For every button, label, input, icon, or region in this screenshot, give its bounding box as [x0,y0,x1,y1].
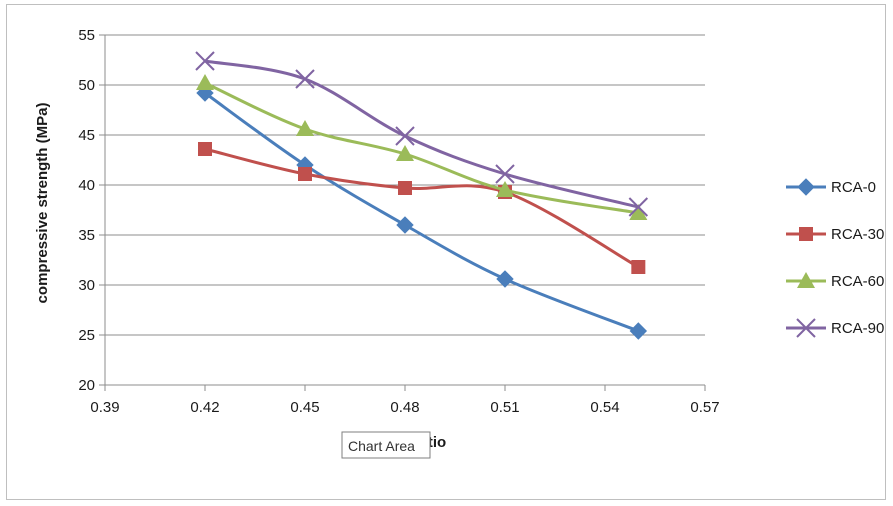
data-point-diamond[interactable] [396,216,414,234]
x-tick-label: 0.42 [190,399,219,416]
data-point-x[interactable] [395,126,415,146]
series-line[interactable] [204,91,639,333]
y-tick-label: 25 [78,327,95,344]
y-tick-label: 50 [78,77,95,94]
chart-area[interactable]: 20 25 30 35 40 45 50 55 0.39 0.42 0.45 0.48 0.51 0.54… [6,4,886,500]
legend-marker[interactable] [796,318,816,338]
y-tick-label: 40 [78,177,95,194]
data-point-square[interactable] [398,181,412,195]
legend-label: RCA-0 [831,179,876,196]
data-point-x[interactable] [295,69,315,89]
axis-layer: 20 25 30 35 40 45 50 55 0.39 0.42 0.45 0.48 0.51 0.54… [78,27,719,416]
legend[interactable]: RCA-0 RCA-30 RCA-60 RCA-90 [786,178,884,338]
x-tick-label: 0.54 [590,399,619,416]
series-rca-60[interactable] [196,74,648,220]
data-point-triangle[interactable] [396,145,414,161]
legend-item-rca-90[interactable]: RCA-90 [786,318,884,338]
data-point-x-stroke [195,51,215,71]
data-point-square[interactable] [198,142,212,156]
y-axis-title: compressive strength (MPa) [34,103,51,304]
legend-marker-stroke [796,318,816,338]
legend-marker[interactable] [797,178,815,196]
data-point-x[interactable] [628,197,649,217]
data-point-x-stroke [628,197,649,217]
series-rca-30[interactable] [198,142,646,274]
data-point-diamond[interactable] [629,322,648,340]
series-rca-0[interactable] [196,84,648,340]
x-tick-label: 0.39 [90,399,119,416]
tooltip-box [341,431,431,459]
x-tick-label: 0.45 [290,399,319,416]
data-point-x-stroke [395,126,415,146]
x-axis-title: tio [428,434,446,451]
series-layer [195,51,649,340]
data-point-x[interactable] [195,51,215,71]
data-point-x-stroke [295,69,315,89]
data-point-square[interactable] [631,260,646,274]
series-line[interactable] [204,147,640,269]
data-point-triangle[interactable] [496,181,514,197]
data-point-triangle[interactable] [196,74,214,90]
y-tick-label: 45 [78,127,95,144]
data-point-x-stroke [495,164,515,184]
data-point-diamond[interactable] [496,270,514,288]
y-tick-label: 35 [78,227,95,244]
legend-label: RCA-90 [831,320,884,337]
tooltip-label: Chart Area [348,438,415,454]
data-point-x[interactable] [495,164,515,184]
y-tick-label: 20 [78,377,95,394]
x-tick-label: 0.48 [390,399,419,416]
legend-item-rca-30[interactable]: RCA-30 [786,226,884,243]
legend-marker[interactable] [799,227,813,241]
series-line[interactable] [204,81,639,215]
data-point-triangle[interactable] [296,120,314,136]
x-tick-label: 0.51 [490,399,519,416]
legend-item-rca-60[interactable]: RCA-60 [786,272,884,290]
legend-label: RCA-60 [831,273,884,290]
data-point-triangle[interactable] [629,204,648,220]
series-rca-90[interactable] [195,51,649,217]
legend-label: RCA-30 [831,226,884,243]
chart-area-tooltip: Chart Area [341,431,431,459]
data-point-square[interactable] [298,167,312,181]
y-tick-label: 55 [78,27,95,44]
legend-item-rca-0[interactable]: RCA-0 [786,178,876,196]
y-tick-label: 30 [78,277,95,294]
legend-marker[interactable] [797,272,815,288]
x-tick-label: 0.57 [690,399,719,416]
chart-svg: 20 25 30 35 40 45 50 55 0.39 0.42 0.45 0.48 0.51 0.54… [34,27,884,459]
